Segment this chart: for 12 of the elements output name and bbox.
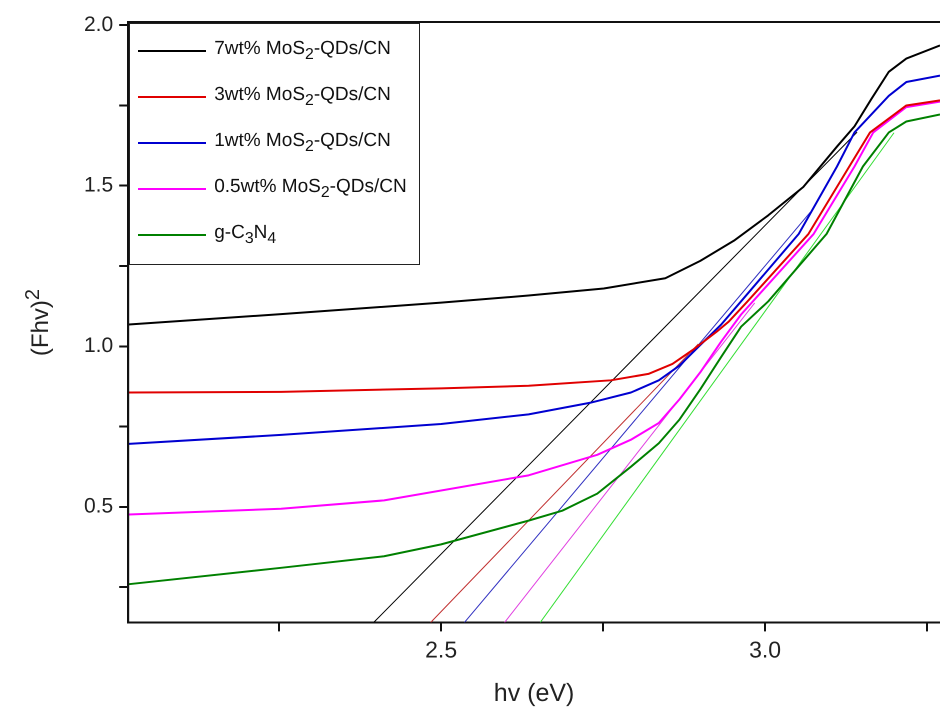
legend-label: 3wt% MoS$_{2}$-QDs/CN [214,84,391,110]
y-tick-label: 1.5 [84,174,114,197]
x-tick-label: 2.5 [425,636,458,663]
x-tick-label: 3.0 [749,636,782,663]
y-tick-label: 2.0 [84,13,114,36]
x-axis-title: hv (eV) [494,678,574,707]
legend-label: g-C$_{3}$N$_{4}$ [214,222,276,248]
legend-label: 7wt% MoS$_{2}$-QDs/CN [214,38,391,64]
legend-label: 0.5wt% MoS$_{2}$-QDs/CN [214,176,407,202]
legend-label: 1wt% MoS$_{2}$-QDs/CN [214,130,391,156]
y-tick-label: 1.0 [84,334,114,358]
y-tick-label: 0.5 [84,494,114,518]
